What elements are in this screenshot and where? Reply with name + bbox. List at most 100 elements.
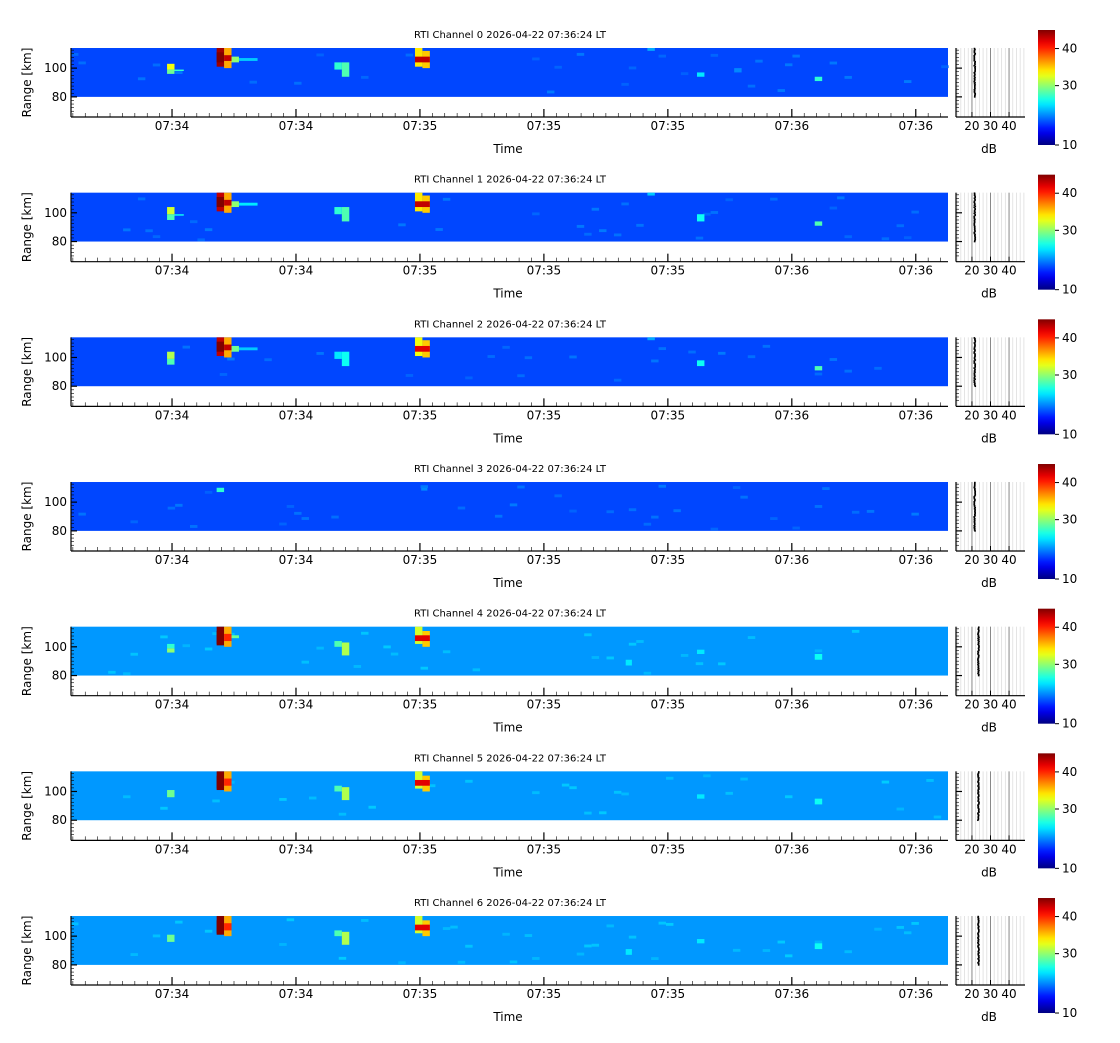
spectrum-point (973, 240, 976, 243)
spectrum-point (973, 379, 976, 381)
heatmap-noise-cell (628, 935, 637, 939)
heatmap-noise-cell (792, 526, 800, 530)
heatmap-noise-cell (204, 490, 213, 494)
spectrum-point (977, 659, 979, 662)
heatmap-noise-cell (554, 494, 562, 498)
heatmap-noise-cell (621, 202, 629, 206)
spectrum-point (977, 799, 980, 801)
spectrum-x-tick-label: 40 (1001, 987, 1016, 1001)
x-tick-label: 07:35 (527, 553, 562, 567)
colorbar-tick-label: 10 (1062, 572, 1077, 586)
heatmap-noise-cell (532, 791, 540, 795)
spectrum-point (973, 217, 976, 220)
heatmap-noise-cell (78, 512, 86, 516)
spectrum-point (973, 496, 975, 499)
spectrum-point (977, 918, 980, 921)
spectrum-point (977, 807, 980, 809)
heatmap-noise-cell (517, 374, 525, 378)
spectrum-point (974, 492, 976, 495)
heatmap-noise-cell (569, 355, 577, 359)
heatmap-noise-cell (509, 960, 518, 964)
spectrum-point (973, 219, 976, 222)
x-tick-label: 07:35 (651, 842, 686, 856)
spectrum-point (977, 653, 979, 656)
heatmap-echo-cell (334, 207, 342, 215)
rti-panel-3: RTI Channel 3 2026-04-22 07:36:24 LT Rang… (20, 464, 1077, 590)
heatmap-echo-cell (231, 56, 239, 63)
spectrum-point (973, 64, 976, 67)
spectrum-point (974, 62, 976, 65)
spectrum-point (973, 96, 976, 98)
spectrum-point (974, 375, 976, 377)
heatmap-echo-cell (696, 649, 705, 654)
heatmap-echo-cell (696, 794, 705, 799)
heatmap-noise-cell (472, 668, 481, 672)
heatmap-echo-cell (174, 69, 184, 71)
spectrum-point (973, 519, 976, 521)
x-tick-label: 07:36 (775, 698, 810, 712)
x-tick-label: 07:35 (403, 698, 438, 712)
spectrum-point (977, 658, 979, 661)
heatmap-noise-cell (680, 653, 689, 657)
x-tick-label: 07:36 (898, 842, 933, 856)
heatmap-noise-cell (599, 811, 607, 815)
spectrum-point (973, 197, 976, 200)
heatmap-echo-cell (167, 351, 175, 359)
y-tick-label: 80 (52, 669, 67, 683)
spectrum-point (974, 94, 976, 96)
spectrum-point (974, 526, 976, 528)
spectrum-point (977, 951, 980, 953)
spectrum-point (977, 647, 980, 650)
spectrum-point (977, 935, 980, 938)
spectrum-point (977, 771, 980, 773)
heatmap-noise-cell (710, 527, 719, 531)
x-tick-label: 07:36 (775, 264, 810, 278)
spectrum-point (974, 341, 977, 343)
heatmap-noise-cell (762, 949, 771, 952)
spectrum-point (973, 522, 976, 524)
heatmap-noise-cell (338, 812, 347, 816)
heatmap-noise-cell (123, 228, 131, 232)
heatmap-noise-cell (621, 792, 629, 796)
spectrum-point (973, 192, 976, 195)
heatmap-echo-cell (414, 635, 430, 642)
x-axis-label: Time (492, 576, 522, 590)
spectrum-point (977, 804, 979, 806)
x-tick-label: 07:34 (155, 842, 190, 856)
spectrum-point (974, 218, 976, 221)
spectrum-point (973, 484, 976, 487)
heatmap-noise-cell (494, 514, 503, 518)
spectrum-x-label: dB (981, 431, 997, 445)
x-tick-label: 07:34 (279, 119, 314, 133)
heatmap-echo-cell (216, 920, 225, 934)
heatmap-noise-cell (911, 210, 919, 214)
spectrum-x-tick-label: 20 (964, 698, 979, 712)
spectrum-point (974, 236, 977, 239)
y-axis-label: Range [km] (20, 916, 34, 986)
x-tick-label: 07:34 (279, 553, 314, 567)
colorbar-tick-label: 30 (1062, 368, 1077, 382)
heatmap-noise-cell (837, 196, 845, 200)
colorbar-tick-label: 30 (1062, 513, 1077, 527)
heatmap-noise-cell (316, 53, 324, 57)
spectrum-point (977, 674, 980, 677)
heatmap-echo-cell (341, 351, 350, 367)
heatmap-noise-cell (130, 652, 138, 656)
spectrum-point (977, 813, 979, 815)
spectrum-point (977, 940, 980, 943)
spectrum-point (974, 499, 976, 502)
heatmap-noise-cell (576, 224, 585, 228)
spectrum-point (977, 780, 980, 782)
spectrum-point (977, 668, 979, 671)
spectrum-point (977, 931, 980, 934)
x-tick-label: 07:35 (651, 119, 686, 133)
heatmap-noise-cell (554, 65, 562, 69)
heatmap-noise-cell (844, 369, 852, 373)
spectrum-x-tick-label: 30 (983, 553, 998, 567)
spectrum-point (973, 209, 976, 212)
spectrum-point (973, 529, 976, 531)
spectrum-point (974, 514, 976, 517)
x-tick-label: 07:36 (898, 987, 933, 1001)
spectrum-point (977, 812, 979, 814)
spectrum-point (974, 203, 976, 206)
